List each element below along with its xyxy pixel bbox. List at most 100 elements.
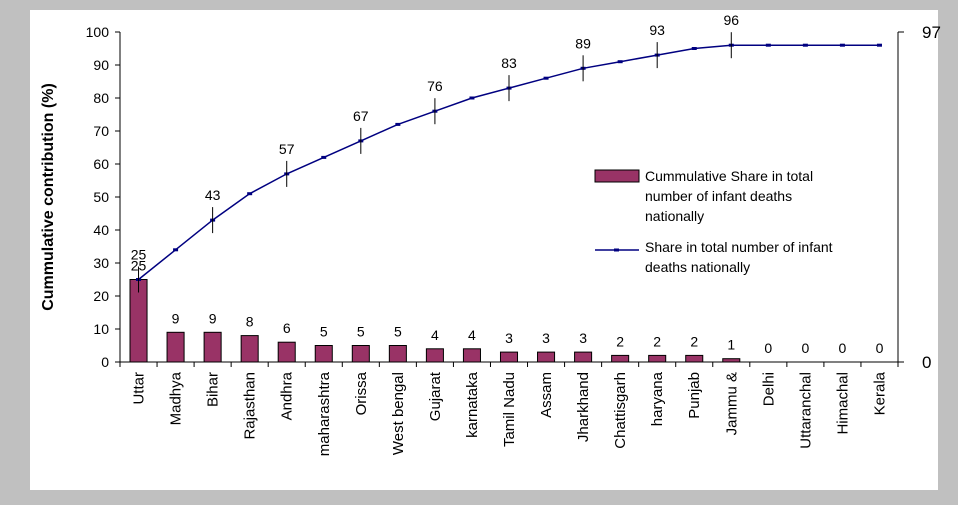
bar-value-label: 3	[542, 330, 550, 346]
line-point	[469, 96, 475, 100]
y2-tick-label: 0	[922, 353, 931, 372]
line-value-label: 43	[205, 187, 221, 203]
line-value-label: 57	[279, 141, 295, 157]
bar	[462, 348, 481, 363]
category-label: Rajasthan	[242, 372, 259, 440]
bar-value-label: 6	[283, 320, 291, 336]
category-label: Himachal	[834, 372, 851, 435]
category-label: Punjab	[686, 372, 703, 419]
line-point	[802, 43, 808, 47]
legend-line-label: Share in total number of infant deaths na…	[645, 239, 833, 275]
category-label: Tamil Nadu	[501, 372, 518, 447]
line-point	[839, 43, 845, 47]
line-point	[173, 248, 179, 252]
y-tick-label: 10	[93, 321, 109, 337]
line-point	[543, 76, 549, 80]
bar	[685, 354, 704, 363]
bar-value-label: 0	[839, 340, 847, 356]
y-tick-label: 90	[93, 57, 109, 73]
category-label: Madhya	[168, 371, 185, 425]
bar	[166, 331, 185, 363]
bar-value-label: 9	[172, 310, 180, 326]
line-point	[617, 60, 623, 64]
legend-line-marker	[614, 248, 619, 252]
y-tick-label: 50	[93, 189, 109, 205]
bar-value-label: 5	[357, 324, 365, 340]
y-axis-title: Cummulative contribution (%)	[40, 83, 57, 311]
bar	[499, 351, 519, 363]
line-value-label: 67	[353, 108, 369, 124]
bar-value-label: 5	[394, 324, 402, 340]
category-label: Bihar	[205, 372, 222, 407]
line-value-label: 96	[723, 12, 739, 28]
bar-value-label: 4	[468, 327, 476, 343]
bar-value-label: 4	[431, 327, 439, 343]
category-label: Assam	[538, 372, 555, 418]
bar-value-label: 0	[764, 340, 772, 356]
bar-value-label: 2	[653, 333, 661, 349]
category-label: haryana	[649, 371, 666, 426]
category-label: Delhi	[760, 372, 777, 406]
category-label: Andhra	[279, 371, 296, 420]
bar-value-label: 9	[209, 310, 217, 326]
bar	[203, 331, 222, 363]
bar-value-label: 8	[246, 314, 254, 330]
category-label: Gujarat	[427, 371, 444, 421]
category-label: West bengal	[390, 372, 407, 455]
y-tick-label: 0	[101, 354, 109, 370]
category-label: Chattisgarh	[612, 372, 629, 449]
line-point	[691, 47, 697, 50]
line-value-label: 25	[131, 247, 147, 263]
bars-group	[129, 279, 741, 363]
bar	[351, 345, 370, 363]
y-tick-label: 60	[93, 156, 109, 172]
bar	[611, 354, 630, 363]
bar	[574, 351, 593, 363]
bar	[277, 341, 296, 363]
bar-value-label: 3	[505, 330, 513, 346]
category-label: Uttaranchal	[797, 372, 814, 449]
category-label: maharashtra	[316, 371, 333, 456]
chart-area	[30, 10, 938, 490]
bar	[648, 354, 667, 363]
category-label: Jammu &	[723, 372, 740, 435]
bar	[240, 335, 259, 363]
line-value-label: 76	[427, 78, 443, 94]
y-tick-label: 100	[86, 24, 110, 40]
bar	[425, 348, 444, 363]
category-labels-group: Uttar Madhya Bihar Rajasthan Andhra maharasht…	[131, 371, 889, 456]
bar-value-label: 1	[727, 337, 735, 353]
line-point	[321, 155, 327, 159]
y2-tick-label: 97	[922, 23, 941, 42]
bar	[314, 345, 333, 363]
bar-value-label: 5	[320, 324, 328, 340]
bar-value-label: 0	[801, 340, 809, 356]
category-label: Jharkhand	[575, 372, 592, 442]
bar-value-label: 3	[579, 330, 587, 346]
line-value-label: 93	[649, 22, 665, 38]
y-tick-label: 40	[93, 222, 109, 238]
bar	[537, 351, 556, 363]
bar-value-label: 2	[690, 333, 698, 349]
category-label: Orissa	[353, 371, 370, 415]
bar-value-label: 0	[876, 340, 884, 356]
y-tick-label: 70	[93, 123, 109, 139]
y-tick-label: 80	[93, 90, 109, 106]
y-tick-label: 20	[93, 288, 109, 304]
legend: Cummulative Share in total number of infa…	[594, 168, 833, 275]
category-label: Kerala	[871, 371, 888, 415]
bar-value-label: 2	[616, 333, 624, 349]
legend-bar-swatch	[594, 169, 640, 183]
bar-value-label: 25	[131, 258, 147, 274]
y-tick-label: 30	[93, 255, 109, 271]
bar	[388, 345, 407, 363]
line-point	[395, 122, 401, 126]
line-value-label: 83	[501, 55, 517, 71]
bar	[722, 358, 741, 363]
line-point	[765, 43, 771, 47]
line-point	[876, 43, 882, 47]
category-label: Uttar	[131, 372, 148, 405]
